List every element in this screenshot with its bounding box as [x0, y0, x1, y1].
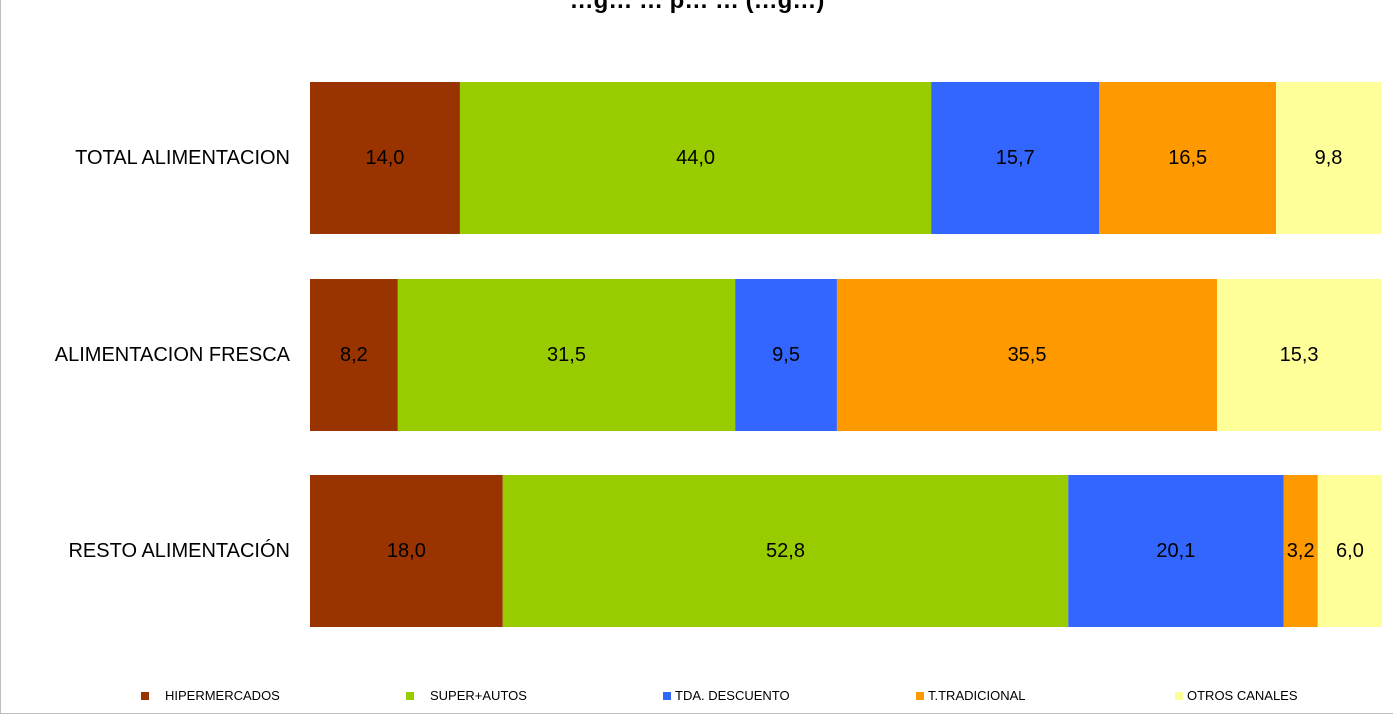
- legend-swatch-t-tradicional: [916, 692, 924, 700]
- legend-swatch-super-autos: [406, 692, 414, 700]
- legend-label: OTROS CANALES: [1187, 688, 1298, 703]
- category-label-total-alimentacion: TOTAL ALIMENTACION: [75, 147, 290, 169]
- legend-item-t-tradicional: T.TRADICIONAL: [916, 684, 1026, 708]
- category-label-resto-alimentacion: RESTO ALIMENTACIÓN: [68, 539, 290, 562]
- legend-swatch-hipermercados: [141, 692, 149, 700]
- legend-swatch-otros-canales: [1175, 692, 1183, 700]
- legend-label: TDA. DESCUENTO: [675, 688, 790, 703]
- bar-segment-resto-alimentacion-otros-canales: [1317, 475, 1383, 627]
- bar-segment-total-alimentacion-otros-canales: [1276, 82, 1381, 234]
- legend-item-tda-descuento: TDA. DESCUENTO: [663, 684, 790, 708]
- category-label-alimentacion-fresca: ALIMENTACION FRESCA: [55, 344, 291, 366]
- data-label-total-alimentacion-super-autos: 44,0: [676, 147, 715, 169]
- legend-item-otros-canales: OTROS CANALES: [1175, 684, 1298, 708]
- data-label-alimentacion-fresca-hipermercados: 8,2: [340, 344, 368, 366]
- data-label-total-alimentacion-tda-descuento: 15,7: [996, 147, 1035, 169]
- data-label-resto-alimentacion-t-tradicional: 3,2: [1287, 540, 1315, 562]
- bar-segment-resto-alimentacion-tda-descuento: [1068, 475, 1284, 627]
- bar-segment-total-alimentacion-hipermercados: [310, 82, 460, 234]
- bar-segment-alimentacion-fresca-tda-descuento: [735, 279, 837, 431]
- legend-label: T.TRADICIONAL: [928, 688, 1026, 703]
- data-label-resto-alimentacion-otros-canales: 6,0: [1336, 540, 1364, 562]
- legend-item-super-autos: SUPER+AUTOS: [406, 684, 527, 708]
- bar-segment-alimentacion-fresca-otros-canales: [1217, 279, 1381, 431]
- legend-label: SUPER+AUTOS: [430, 688, 527, 703]
- data-label-total-alimentacion-hipermercados: 14,0: [366, 147, 405, 169]
- chart-title: …g… … p… … (…g…): [569, 0, 825, 14]
- data-label-alimentacion-fresca-super-autos: 31,5: [547, 344, 586, 366]
- bar-segment-resto-alimentacion-t-tradicional: [1283, 475, 1318, 627]
- bar-segment-alimentacion-fresca-t-tradicional: [836, 279, 1218, 431]
- legend-label: HIPERMERCADOS: [165, 688, 280, 703]
- chart-legend: HIPERMERCADOS SUPER+AUTOS TDA. DESCUENTO T.…: [0, 684, 1394, 708]
- data-label-total-alimentacion-t-tradicional: 16,5: [1168, 147, 1207, 169]
- bar-segment-alimentacion-fresca-super-autos: [397, 279, 736, 431]
- bar-segment-total-alimentacion-super-autos: [459, 82, 932, 234]
- data-label-alimentacion-fresca-tda-descuento: 9,5: [772, 344, 800, 366]
- stacked-bar-chart: TOTAL ALIMENTACION 14,0 44,0 15,7 16,5 9,8 ALI…: [55, 82, 1383, 627]
- bar-segment-total-alimentacion-tda-descuento: [931, 82, 1100, 234]
- bar-segment-alimentacion-fresca-hipermercados: [310, 279, 398, 431]
- bar-segment-total-alimentacion-t-tradicional: [1099, 82, 1277, 234]
- legend-item-hipermercados: HIPERMERCADOS: [141, 684, 280, 708]
- legend-swatch-tda-descuento: [663, 692, 671, 700]
- data-label-alimentacion-fresca-t-tradicional: 35,5: [1008, 344, 1047, 366]
- data-label-total-alimentacion-otros-canales: 9,8: [1315, 147, 1343, 169]
- bar-segment-resto-alimentacion-super-autos: [502, 475, 1069, 627]
- data-label-resto-alimentacion-tda-descuento: 20,1: [1156, 540, 1195, 562]
- data-label-resto-alimentacion-hipermercados: 18,0: [387, 540, 426, 562]
- data-label-alimentacion-fresca-otros-canales: 15,3: [1280, 344, 1319, 366]
- data-label-resto-alimentacion-super-autos: 52,8: [766, 540, 805, 562]
- bar-segment-resto-alimentacion-hipermercados: [310, 475, 503, 627]
